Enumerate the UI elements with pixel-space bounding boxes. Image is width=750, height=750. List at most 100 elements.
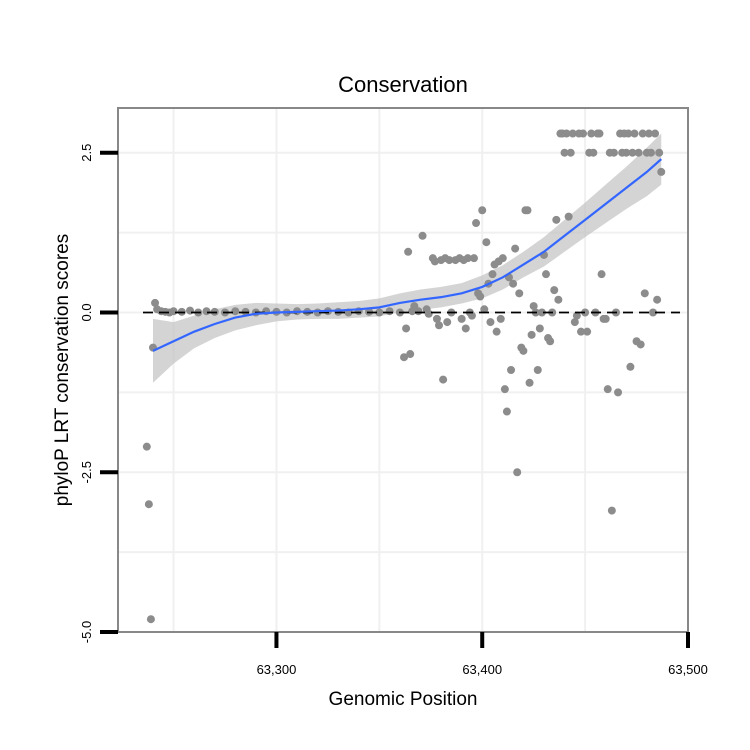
data-point [626, 362, 635, 371]
data-point [568, 129, 577, 138]
data-point [492, 327, 501, 336]
data-point [461, 324, 470, 333]
data-point [651, 129, 660, 138]
x-axis-label: Genomic Position [329, 689, 478, 710]
data-point [657, 167, 666, 176]
x-axis: 63,300 63,400 63,500 [257, 632, 708, 677]
data-point [414, 307, 423, 316]
y-tick-label: -2.5 [79, 461, 94, 483]
data-point [169, 307, 178, 316]
data-point [202, 307, 211, 316]
data-point [537, 308, 546, 317]
data-point [480, 305, 489, 314]
data-point [404, 247, 413, 256]
data-point [630, 129, 639, 138]
smooth-trend-line [152, 158, 662, 352]
data-point [515, 289, 524, 298]
data-point [640, 289, 649, 298]
data-point [646, 148, 655, 157]
data-point [507, 366, 516, 374]
data-point [142, 442, 151, 451]
data-point [535, 324, 544, 333]
data-point [509, 279, 518, 288]
data-point [430, 257, 439, 266]
data-point [486, 318, 495, 327]
y-axis: 2.5 0.0 -2.5 -5.0 [79, 144, 118, 643]
data-point [463, 254, 472, 263]
data-point [579, 129, 588, 138]
data-point [375, 308, 384, 317]
data-point [496, 314, 505, 323]
data-point [634, 148, 643, 157]
data-point [523, 206, 532, 215]
data-point [589, 148, 598, 157]
data-point [435, 321, 444, 330]
y-tick-label: -5.0 [79, 621, 94, 643]
data-point [469, 254, 478, 263]
data-point [649, 308, 658, 317]
data-point [552, 215, 561, 224]
data-point [527, 330, 536, 339]
data-point [385, 307, 394, 316]
confidence-ribbon [152, 133, 662, 383]
data-point [542, 270, 551, 279]
data-point [502, 407, 511, 416]
data-point [500, 385, 509, 394]
confidence-ribbon-layer [152, 133, 662, 383]
data-point [476, 292, 485, 301]
grid-layer [118, 108, 688, 632]
data-point [587, 129, 596, 138]
data-point [576, 327, 585, 336]
data-point [603, 385, 612, 394]
data-point [566, 148, 575, 157]
data-point [424, 309, 433, 318]
data-point [554, 295, 563, 304]
data-point [525, 378, 534, 387]
data-point [511, 244, 520, 253]
data-point [457, 314, 466, 323]
y-tick-label: 0.0 [79, 303, 94, 321]
data-point [529, 302, 538, 311]
data-point [562, 129, 571, 138]
data-point [597, 270, 606, 279]
data-point [622, 148, 631, 157]
data-point [432, 314, 441, 323]
data-point [402, 324, 411, 333]
data-point [445, 256, 454, 265]
data-point [513, 468, 522, 477]
data-point [533, 366, 542, 374]
data-point [144, 500, 153, 509]
panel-border [117, 107, 689, 633]
data-point [564, 212, 573, 221]
data-point [581, 308, 590, 317]
x-tick-label: 63,400 [462, 662, 502, 677]
data-point [583, 327, 592, 336]
data-point [498, 254, 507, 263]
chart-title: Conservation [338, 72, 468, 97]
data-point [482, 238, 491, 247]
data-point [624, 129, 633, 138]
data-point [595, 129, 604, 138]
data-point [560, 148, 569, 157]
data-point [614, 388, 623, 397]
data-point [572, 311, 581, 320]
data-point [443, 318, 452, 327]
data-point [439, 375, 448, 384]
smooth-line-layer [152, 158, 662, 352]
data-point [478, 206, 487, 215]
data-point [519, 346, 528, 355]
data-point [467, 311, 476, 320]
data-point [472, 219, 481, 228]
data-point [609, 148, 618, 157]
data-point [607, 506, 616, 515]
data-point [653, 295, 662, 304]
data-point [638, 129, 647, 138]
data-point [231, 307, 240, 316]
data-point [628, 148, 637, 157]
data-point [601, 314, 610, 323]
data-point [418, 231, 427, 240]
data-point [546, 337, 555, 346]
x-tick-label: 63,500 [668, 662, 708, 677]
data-point [550, 286, 559, 295]
